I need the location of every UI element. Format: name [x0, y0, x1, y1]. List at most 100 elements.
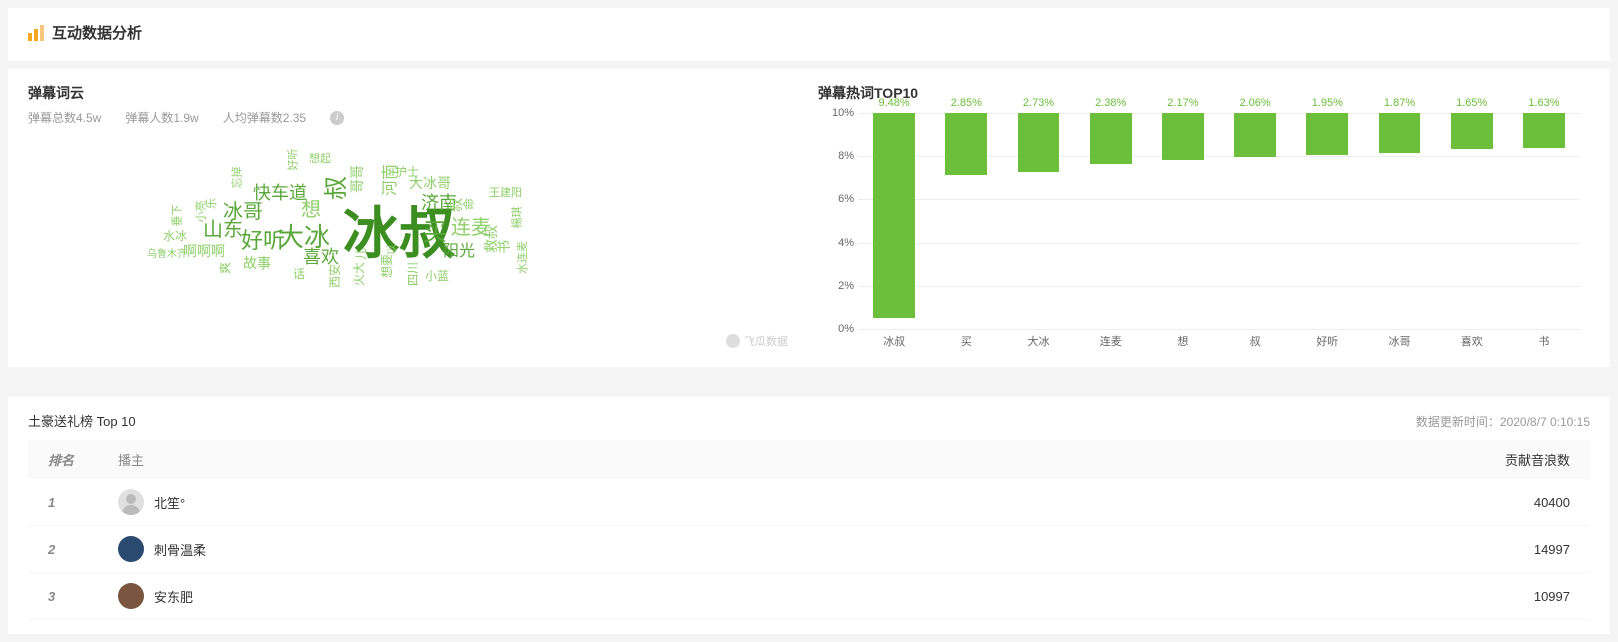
- rank-cell: 3: [48, 589, 118, 604]
- wordcloud-word: 以: [387, 244, 398, 255]
- bar-wrap: 2.73%大冰: [1002, 113, 1074, 329]
- wordcloud-word: 想: [301, 200, 321, 220]
- bar-value-label: 9.48%: [878, 97, 909, 109]
- bar[interactable]: 2.06%: [1234, 113, 1276, 157]
- wordcloud-title: 弹幕词云: [28, 83, 778, 103]
- score-cell: 10997: [1450, 589, 1570, 604]
- barchart-panel: 弹幕热词TOP10 0%2%4%6%8%10%9.48%冰叔2.85%买2.73…: [798, 83, 1590, 353]
- watermark-icon: [726, 334, 740, 348]
- wordcloud-word: 护士: [395, 166, 419, 178]
- wordcloud-word: 四川: [407, 262, 419, 286]
- wordcloud-stats: 弹幕总数4.5w 弹幕人数1.9w 人均弹幕数2.35 i: [28, 109, 778, 126]
- col-rank-header: 排名: [48, 450, 118, 469]
- x-tick: 买: [961, 333, 972, 349]
- user-cell: 刺骨温柔: [118, 536, 1450, 562]
- bar-wrap: 1.65%喜欢: [1436, 113, 1508, 329]
- wordcloud-word: 叔: [325, 176, 349, 200]
- wordcloud-word: 好听: [241, 230, 285, 252]
- wordcloud-word: 西安: [329, 264, 341, 288]
- bar[interactable]: 1.63%: [1523, 113, 1565, 148]
- wordcloud-word: 爽: [219, 262, 231, 274]
- wordcloud-word: 阳光: [443, 244, 475, 260]
- wordcloud-word: 命: [463, 198, 475, 210]
- wordcloud-word: 好听: [289, 149, 300, 171]
- bar[interactable]: 2.17%: [1162, 113, 1204, 160]
- wordcloud-word: 乐: [207, 198, 218, 209]
- table-header: 排名 播主 贡献音浪数: [28, 440, 1590, 479]
- x-tick: 冰哥: [1389, 333, 1411, 349]
- ranking-panel: 土豪送礼榜 Top 10 数据更新时间：2020/8/7 0:10:15 排名 …: [8, 397, 1610, 634]
- bar-value-label: 1.87%: [1384, 97, 1415, 109]
- y-tick: 10%: [824, 107, 854, 119]
- bar-wrap: 1.63%书: [1508, 113, 1580, 329]
- bar-wrap: 2.17%想: [1147, 113, 1219, 329]
- bar-wrap: 2.06%叔: [1219, 113, 1291, 329]
- ranking-table: 排名 播主 贡献音浪数 1北笙°404002刺骨温柔149973安东肥10997: [28, 440, 1590, 620]
- wordcloud-word: 快车道: [253, 184, 307, 202]
- x-tick: 喜欢: [1461, 333, 1483, 349]
- wordcloud-word: 小蓝: [425, 270, 449, 282]
- user-cell: 安东肥: [118, 583, 1450, 609]
- y-tick: 0%: [824, 323, 854, 335]
- info-icon[interactable]: i: [330, 111, 344, 125]
- wordcloud-word: 叔: [449, 198, 463, 212]
- x-tick: 好听: [1316, 333, 1338, 349]
- rank-cell: 1: [48, 495, 118, 510]
- y-tick: 2%: [824, 280, 854, 292]
- wordcloud-word: 乌鲁木齐: [147, 250, 187, 260]
- table-row[interactable]: 3安东肥10997: [28, 573, 1590, 620]
- bar[interactable]: 2.38%: [1090, 113, 1132, 164]
- watermark: 飞瓜数据: [726, 333, 788, 349]
- wordcloud-word: 王建阳: [489, 188, 522, 199]
- wordcloud-word: 话: [293, 268, 305, 280]
- stat-people: 弹幕人数1.9w: [125, 109, 198, 126]
- y-tick: 8%: [824, 150, 854, 162]
- avatar: [118, 583, 144, 609]
- x-tick: 冰叔: [883, 333, 905, 349]
- watermark-text: 飞瓜数据: [744, 333, 788, 349]
- wordcloud-word: 忘掉: [233, 167, 244, 189]
- table-row[interactable]: 1北笙°40400: [28, 479, 1590, 526]
- ranking-update: 数据更新时间：2020/8/7 0:10:15: [1416, 413, 1590, 430]
- wordcloud-word: 故事: [243, 256, 271, 270]
- wordcloud-word: 买: [423, 221, 447, 245]
- x-tick: 叔: [1250, 333, 1261, 349]
- wordcloud-word: 哥哥: [350, 165, 364, 193]
- wordcloud-word: 山东: [203, 220, 243, 240]
- ranking-title: 土豪送礼榜 Top 10: [28, 411, 136, 430]
- section-title: 互动数据分析: [52, 22, 142, 43]
- bar-value-label: 2.17%: [1167, 97, 1198, 109]
- wordcloud-word: 水连麦: [518, 241, 529, 274]
- wordcloud-word: 书: [497, 240, 511, 254]
- bar-value-label: 1.63%: [1528, 97, 1559, 109]
- bar[interactable]: 9.48%: [873, 113, 915, 318]
- avatar: [118, 489, 144, 515]
- bar-value-label: 2.73%: [1023, 97, 1054, 109]
- col-score-header: 贡献音浪数: [1450, 450, 1570, 469]
- rank-cell: 2: [48, 542, 118, 557]
- y-tick: 4%: [824, 237, 854, 249]
- wordcloud-word: 水冰: [163, 230, 187, 242]
- col-user-header: 播主: [118, 450, 1450, 469]
- bar[interactable]: 2.85%: [945, 113, 987, 175]
- bar[interactable]: 1.87%: [1379, 113, 1421, 153]
- bar-value-label: 2.38%: [1095, 97, 1126, 109]
- bar[interactable]: 1.95%: [1306, 113, 1348, 155]
- wordcloud-word: 垂下: [173, 205, 184, 227]
- bar-value-label: 2.06%: [1240, 97, 1271, 109]
- user-cell: 北笙°: [118, 489, 1450, 515]
- table-row[interactable]: 2 刺骨温柔 14997: [28, 526, 1590, 573]
- bar[interactable]: 1.65%: [1451, 113, 1493, 149]
- user-name: 刺骨温柔: [154, 540, 206, 559]
- bar-value-label: 2.85%: [951, 97, 982, 109]
- section-header: 互动数据分析: [28, 22, 1590, 43]
- wordcloud-word: 啊啊啊: [183, 244, 225, 258]
- x-tick: 想: [1177, 333, 1188, 349]
- user-name: 北笙°: [154, 493, 185, 512]
- bar-wrap: 1.95%好听: [1291, 113, 1363, 329]
- bar[interactable]: 2.73%: [1018, 113, 1060, 172]
- score-cell: 14997: [1450, 542, 1570, 557]
- wordcloud-panel: 弹幕词云 弹幕总数4.5w 弹幕人数1.9w 人均弹幕数2.35 i 冰叔大冰好…: [28, 83, 798, 353]
- wordcloud-word: 楊琪: [513, 207, 524, 229]
- avatar: [118, 536, 144, 562]
